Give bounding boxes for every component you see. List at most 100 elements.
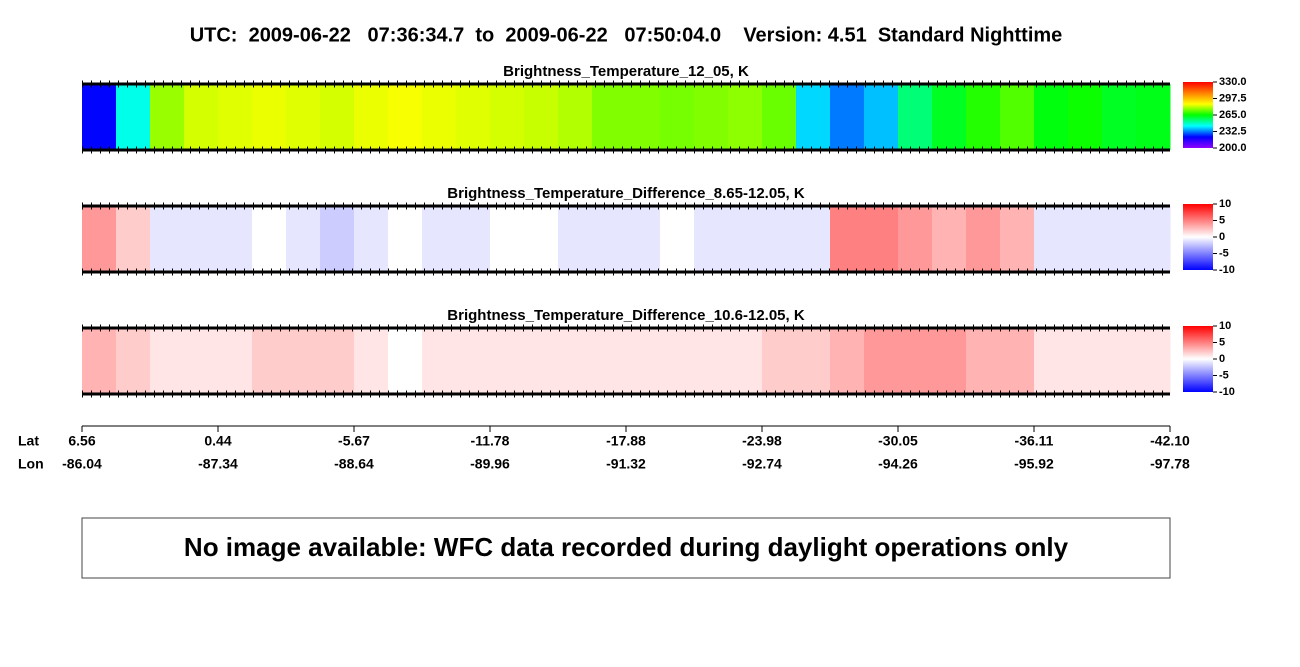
heat-cell	[796, 84, 831, 150]
heat-cell	[694, 84, 729, 150]
heat-cell	[320, 328, 355, 394]
heat-cell	[116, 328, 151, 394]
colorbar-label: 0	[1219, 231, 1225, 243]
heat-cell	[660, 206, 695, 272]
colorbar-label: 297.5	[1219, 92, 1247, 104]
heat-cell	[422, 84, 457, 150]
heat-cell	[592, 84, 627, 150]
colorbar-label: 5	[1219, 214, 1225, 226]
heat-cell	[490, 206, 525, 272]
heat-cell	[252, 206, 287, 272]
heat-cell	[1136, 84, 1171, 150]
heat-cell	[796, 328, 831, 394]
colorbar-label: -10	[1219, 386, 1235, 398]
colorbar-label: -5	[1219, 247, 1229, 259]
heat-cell	[592, 328, 627, 394]
panel-title: Brightness_Temperature_Difference_10.6-1…	[447, 307, 805, 324]
colorbar-label: 10	[1219, 198, 1231, 210]
heat-cell	[966, 84, 1001, 150]
heat-cell	[558, 328, 593, 394]
lon-tick-label: -86.04	[62, 456, 102, 472]
heat-cell	[82, 84, 117, 150]
heat-cell	[354, 328, 389, 394]
heat-cell	[864, 84, 899, 150]
heat-cell	[150, 84, 185, 150]
heat-cell	[796, 206, 831, 272]
colorbar-label: 232.5	[1219, 125, 1247, 137]
heat-cell	[456, 84, 491, 150]
heat-cell	[218, 206, 253, 272]
heat-cell	[1136, 206, 1171, 272]
heat-cell	[286, 328, 321, 394]
heat-cell	[592, 206, 627, 272]
heat-cell	[626, 84, 661, 150]
colorbar-label: 10	[1219, 320, 1231, 332]
heat-cell	[388, 84, 423, 150]
colorbar-label: 0	[1219, 353, 1225, 365]
panel-title: Brightness_Temperature_Difference_8.65-1…	[447, 185, 805, 202]
heat-cell	[626, 328, 661, 394]
heat-cell	[354, 84, 389, 150]
heat-cell	[932, 328, 967, 394]
heat-cell	[660, 328, 695, 394]
heat-cell	[1000, 84, 1035, 150]
heat-cell	[286, 84, 321, 150]
heat-cell	[1136, 328, 1171, 394]
lon-tick-label: -88.64	[334, 456, 374, 472]
heat-cell	[626, 206, 661, 272]
heat-cell	[1102, 84, 1137, 150]
colorbar-label: 200.0	[1219, 142, 1247, 154]
heat-cell	[1000, 206, 1035, 272]
lon-tick-label: -95.92	[1014, 456, 1054, 472]
colorbar-label: 265.0	[1219, 109, 1247, 121]
lat-tick-label: -36.11	[1015, 433, 1054, 449]
heat-cell	[762, 84, 797, 150]
heat-cell	[150, 206, 185, 272]
colorbar-label: -5	[1219, 369, 1229, 381]
heat-cell	[660, 84, 695, 150]
heat-cell	[1068, 206, 1103, 272]
heat-cell	[966, 328, 1001, 394]
heat-cell	[184, 84, 219, 150]
heat-cell	[1068, 328, 1103, 394]
lat-tick-label: -11.78	[471, 433, 510, 449]
heat-cell	[490, 328, 525, 394]
lon-tick-label: -97.78	[1150, 456, 1190, 472]
heat-cell	[1102, 206, 1137, 272]
heat-cell	[116, 206, 151, 272]
heat-cell	[320, 84, 355, 150]
heat-cell	[524, 84, 559, 150]
heat-cell	[694, 206, 729, 272]
heat-cell	[456, 206, 491, 272]
heat-cell	[898, 206, 933, 272]
heat-cell	[762, 328, 797, 394]
heat-cell	[830, 84, 865, 150]
heat-cell	[184, 328, 219, 394]
heat-cell	[864, 206, 899, 272]
heat-cell	[184, 206, 219, 272]
lon-tick-label: -94.26	[878, 456, 918, 472]
heat-cell	[898, 84, 933, 150]
heat-cell	[82, 206, 117, 272]
lat-tick-label: -23.98	[742, 433, 782, 449]
lat-tick-label: 0.44	[204, 433, 231, 449]
heat-cell	[694, 328, 729, 394]
heat-cell	[864, 328, 899, 394]
message: No image available: WFC data recorded du…	[184, 532, 1069, 562]
lat-tick-label: -30.05	[878, 433, 918, 449]
heat-cell	[830, 328, 865, 394]
heat-cell	[456, 328, 491, 394]
heat-cell	[762, 206, 797, 272]
heat-cell	[354, 206, 389, 272]
panel-title: Brightness_Temperature_12_05, K	[503, 63, 749, 80]
heat-cell	[728, 328, 763, 394]
heat-cell	[1000, 328, 1035, 394]
heat-cell	[1034, 84, 1069, 150]
heat-cell	[898, 328, 933, 394]
lat-tick-label: -17.88	[606, 433, 646, 449]
heat-cell	[1102, 328, 1137, 394]
heat-cell	[490, 84, 525, 150]
lat-tick-label: -42.10	[1150, 433, 1190, 449]
main-title: UTC: 2009-06-22 07:36:34.7 to 2009-06-22…	[190, 24, 1063, 46]
